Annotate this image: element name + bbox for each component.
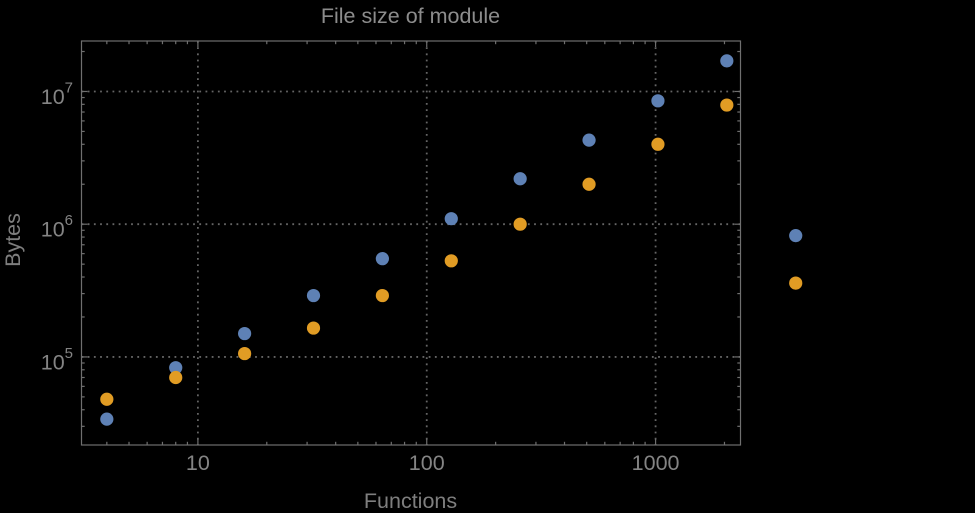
y-tick-label-10e7: 107 — [41, 79, 73, 109]
data-point-orange-2048 — [720, 98, 734, 112]
data-point-blue-1024 — [651, 94, 665, 108]
data-point-orange-4 — [100, 392, 114, 406]
data-point-orange-4096 — [789, 276, 803, 290]
data-point-orange-32 — [306, 321, 321, 335]
data-point-orange-128 — [444, 254, 458, 268]
data-point-blue-4096 — [789, 229, 803, 243]
x-tick-label-10: 10 — [186, 451, 210, 475]
x-tick-label-100: 100 — [409, 451, 445, 475]
data-point-blue-8 — [169, 361, 183, 375]
plot-frame — [80, 40, 742, 446]
data-point-blue-16 — [238, 326, 252, 341]
data-point-blue-256 — [513, 172, 527, 186]
data-point-orange-64 — [375, 288, 389, 303]
data-point-blue-512 — [582, 133, 596, 147]
data-point-blue-64 — [375, 252, 389, 266]
data-point-blue-32 — [306, 288, 321, 303]
data-point-blue-128 — [444, 212, 458, 226]
y-tick-label-10e6: 106 — [41, 212, 73, 242]
data-point-orange-8 — [169, 370, 183, 385]
data-point-orange-512 — [582, 177, 596, 191]
chart-title: File size of module — [320, 4, 501, 28]
data-point-orange-256 — [513, 217, 527, 231]
data-point-blue-4 — [100, 412, 114, 426]
y-axis-title: Bytes — [1, 213, 25, 267]
data-point-orange-16 — [238, 346, 252, 361]
y-tick-label-10e5: 105 — [41, 345, 73, 375]
x-axis-title: Functions — [363, 489, 458, 513]
data-point-orange-1024 — [651, 137, 665, 151]
x-tick-label-1000: 1000 — [632, 451, 680, 475]
data-point-blue-2048 — [720, 54, 734, 68]
